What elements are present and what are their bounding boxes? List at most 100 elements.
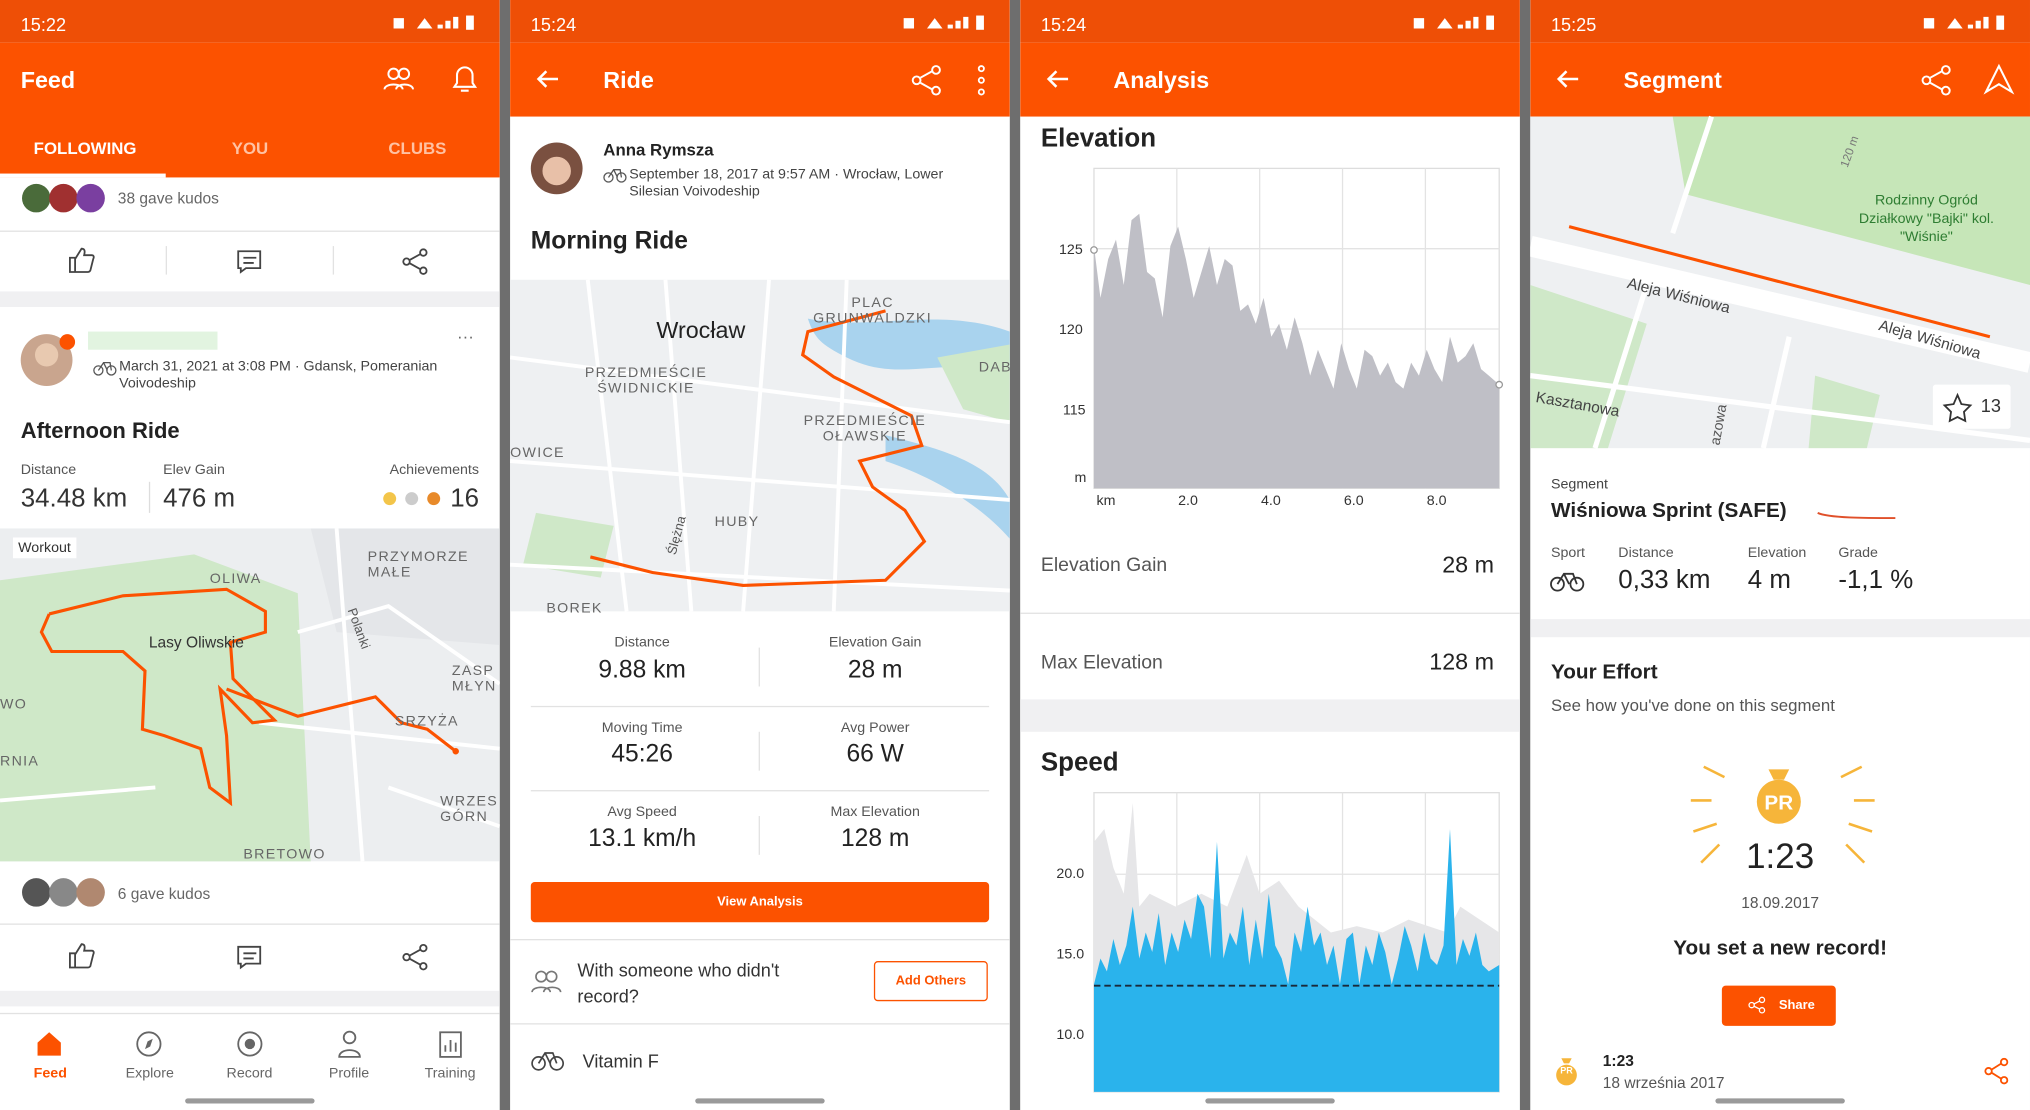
stat-label: Distance bbox=[20, 462, 77, 478]
back-button[interactable] bbox=[1046, 69, 1069, 90]
route-map bbox=[0, 528, 500, 862]
share-button[interactable] bbox=[1983, 1057, 2009, 1085]
comment-button[interactable] bbox=[236, 944, 264, 970]
nav-icon[interactable] bbox=[236, 1030, 264, 1058]
map-label: PRZEDMIEŚCIE OŁAWSKIE bbox=[803, 413, 926, 445]
map-label: Lasy Oliwskie bbox=[148, 633, 244, 652]
stat-value: 0,33 km bbox=[1618, 566, 1711, 595]
nav-icon[interactable] bbox=[135, 1030, 163, 1058]
x-tick-label: 4.0 bbox=[1260, 493, 1281, 510]
map-label: WRZES GÓRN bbox=[440, 793, 499, 826]
tab-indicator bbox=[0, 173, 166, 178]
share-button[interactable] bbox=[401, 247, 429, 275]
status-time: 15:22 bbox=[20, 14, 67, 35]
notifications-icon[interactable] bbox=[451, 63, 479, 94]
divider bbox=[148, 481, 151, 513]
map-label: RNIA bbox=[0, 753, 40, 770]
divider bbox=[0, 923, 500, 925]
speed-chart bbox=[1093, 792, 1500, 1093]
map-label: BOREK bbox=[546, 600, 603, 617]
back-button[interactable] bbox=[536, 69, 559, 90]
status-time: 15:25 bbox=[1550, 14, 1597, 35]
stat-label: Grade bbox=[1838, 545, 1878, 561]
status-bar bbox=[0, 0, 500, 43]
kudos-button[interactable] bbox=[67, 942, 95, 970]
achievement-medals bbox=[383, 492, 441, 506]
stat-label: Elevation Gain bbox=[828, 634, 922, 651]
stat-label: Avg Power bbox=[840, 720, 910, 736]
map-label: PRZYMORZE MAŁE bbox=[367, 549, 469, 581]
y-tick-label: 115 bbox=[1062, 402, 1086, 419]
status-time: 15:24 bbox=[530, 14, 577, 35]
tab: CLUBS bbox=[388, 138, 447, 159]
analysis-screen: 15:24 Analysis Elevation 125 120 115 m k… bbox=[1020, 0, 1520, 1110]
stat-value: 13.1 km/h bbox=[588, 825, 697, 853]
section-title: Elevation bbox=[1040, 124, 1157, 153]
avatar bbox=[20, 334, 76, 386]
y-tick-label: 10.0 bbox=[1056, 1027, 1085, 1043]
row-value: 128 m bbox=[1429, 648, 1495, 675]
y-tick-label: 120 bbox=[1059, 322, 1083, 339]
divider bbox=[510, 939, 1010, 941]
pr-icon bbox=[1556, 1058, 1577, 1086]
stat-label: Max Elevation bbox=[830, 804, 920, 820]
stat-value: 66 W bbox=[846, 740, 904, 769]
share-button[interactable] bbox=[911, 65, 942, 96]
stat-value: 4 m bbox=[1747, 566, 1791, 595]
menu-button[interactable] bbox=[977, 65, 985, 96]
kudos-count: 38 gave kudos bbox=[117, 189, 219, 208]
kudos-button[interactable] bbox=[67, 246, 95, 274]
comment-button[interactable] bbox=[236, 249, 264, 275]
back-button[interactable] bbox=[1556, 69, 1579, 90]
elevation-chart bbox=[1090, 167, 1504, 489]
map-label: HUBY bbox=[714, 514, 760, 530]
divider bbox=[1020, 612, 1520, 614]
avatar bbox=[530, 142, 583, 195]
map-label: PRZEDMIEŚCIE ŚWIDNICKIE bbox=[584, 365, 708, 397]
divider bbox=[332, 246, 335, 275]
stat-value: 9.88 km bbox=[598, 656, 686, 684]
nav-icon[interactable] bbox=[35, 1030, 63, 1058]
effort-title: Your Effort bbox=[1550, 661, 1658, 684]
status-bar bbox=[510, 0, 1010, 43]
add-others-button[interactable]: Add Others bbox=[873, 961, 988, 1002]
nav-item: Profile bbox=[328, 1065, 370, 1082]
segment-screen: 15:25 Segment Rodzinny Ogród Działkowy "… bbox=[1530, 0, 2030, 1110]
share-label: Share bbox=[1778, 998, 1815, 1013]
nav-icon[interactable] bbox=[436, 1030, 464, 1058]
bike-name: Vitamin F bbox=[582, 1050, 659, 1072]
stat-value: 45:26 bbox=[611, 740, 673, 769]
share-button[interactable] bbox=[401, 943, 429, 971]
status-icons bbox=[1923, 15, 2005, 30]
home-indicator bbox=[1205, 1098, 1335, 1104]
divider bbox=[530, 705, 990, 708]
divider bbox=[758, 731, 760, 771]
star-count: 13 bbox=[1980, 395, 2001, 416]
segment-kind: Segment bbox=[1550, 476, 1608, 493]
stat-label: Elev Gain bbox=[163, 462, 225, 478]
stat-label: Moving Time bbox=[601, 720, 683, 736]
status-bar bbox=[1020, 0, 1520, 43]
stat-label: Distance bbox=[614, 634, 670, 651]
navigate-button[interactable] bbox=[1983, 63, 2015, 95]
divider bbox=[510, 1023, 1010, 1025]
stat-value: -1,1 % bbox=[1838, 566, 1914, 595]
effort-time: 1:23 bbox=[1746, 836, 1815, 876]
share-button[interactable] bbox=[1921, 65, 1952, 96]
status-time: 15:24 bbox=[1040, 14, 1087, 35]
divider bbox=[0, 1012, 500, 1015]
stat-value: 128 m bbox=[840, 825, 910, 853]
effort-date: 18.09.2017 bbox=[1741, 893, 1820, 912]
athletes-icon[interactable] bbox=[383, 65, 414, 93]
more-icon: ··· bbox=[457, 326, 474, 346]
nav-icon[interactable] bbox=[335, 1030, 363, 1058]
divider bbox=[0, 230, 500, 232]
share-button[interactable] bbox=[1721, 985, 1836, 1026]
home-indicator bbox=[695, 1098, 825, 1104]
separator bbox=[1530, 619, 2030, 638]
view-analysis-button[interactable]: View Analysis bbox=[530, 882, 990, 923]
row-label: Elevation Gain bbox=[1040, 554, 1168, 577]
stat-value: 16 bbox=[450, 484, 480, 513]
y-tick-label: 15.0 bbox=[1056, 946, 1085, 963]
